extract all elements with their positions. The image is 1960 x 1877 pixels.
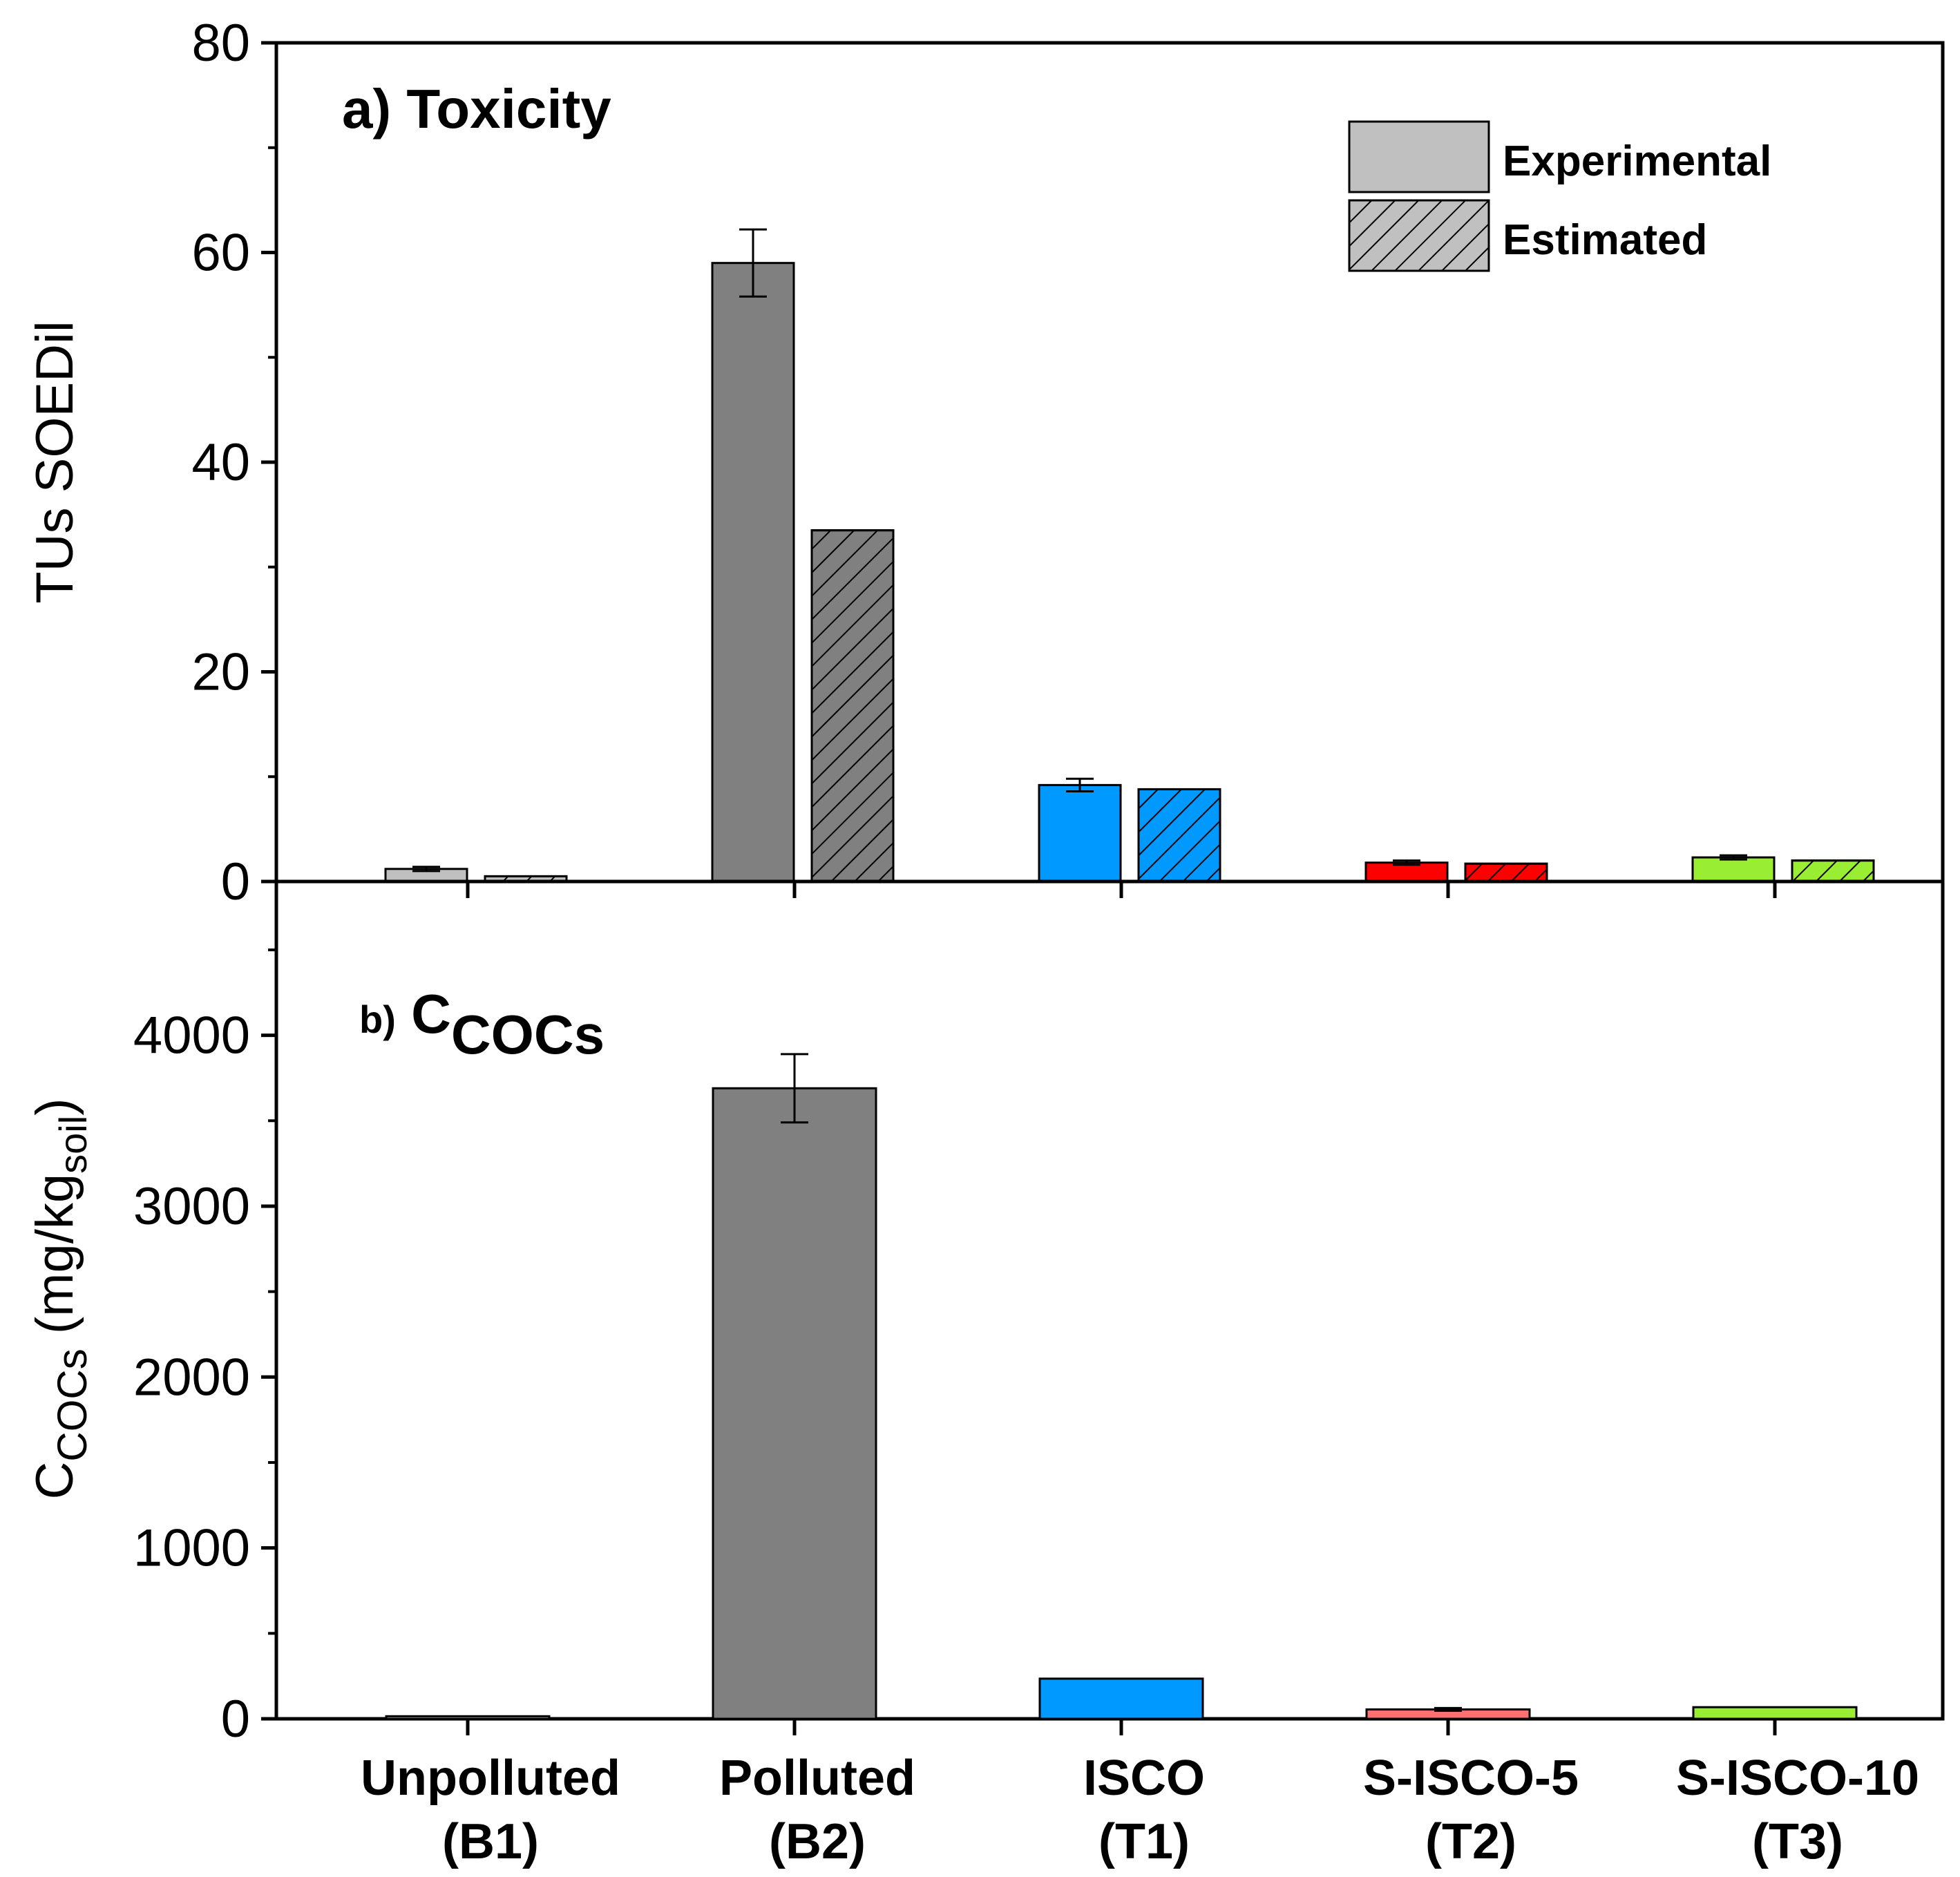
y-tick-label: 3000 bbox=[133, 1177, 250, 1236]
bar-a-estimated-polluted-hatch bbox=[810, 529, 895, 883]
y-tick-label: 0 bbox=[221, 1690, 250, 1749]
bar-a-experimental-isco bbox=[1038, 783, 1122, 883]
y-tick-label: 0 bbox=[221, 852, 250, 911]
legend-swatch-experimental bbox=[1348, 120, 1490, 193]
y-tick-label: 4000 bbox=[133, 1007, 250, 1065]
y-tick-label: 40 bbox=[191, 433, 250, 492]
bar-a-experimental-polluted bbox=[711, 262, 795, 883]
x-category-label: Polluted bbox=[719, 1751, 915, 1806]
y-tick-label: 80 bbox=[191, 14, 250, 73]
y-tick-label: 2000 bbox=[133, 1348, 250, 1407]
bar-a-experimental-s-isco-10 bbox=[1691, 856, 1776, 883]
y-tick-label: 60 bbox=[191, 224, 250, 283]
x-category-label: Unpolluted bbox=[361, 1751, 620, 1806]
panel-b-ccocs: 0 1000 2000 3000 4000 b) CCOCs CCOCs (mg/kgs… bbox=[26, 879, 1945, 1749]
panel-a-toxicity: 0 20 40 60 80 a) Toxicity TUs SOEDil Experim… bbox=[26, 14, 1945, 911]
panel-b-y-ticks: 0 1000 2000 3000 4000 bbox=[133, 948, 276, 1749]
panel-a-y-ticks: 0 20 40 60 80 bbox=[191, 14, 276, 911]
legend: Experimental Estimated bbox=[1348, 120, 1771, 272]
panel-a-y-axis-title: TUs SOEDil bbox=[26, 321, 84, 604]
x-axis: Unpolluted (B1) Polluted (B2) ISCO (T1) S-ISCO… bbox=[361, 882, 1919, 1869]
y-tick-label: 1000 bbox=[133, 1519, 250, 1578]
bar-a-estimated-s-isco-10-hatch bbox=[1791, 859, 1875, 883]
bar-a-estimated-isco-hatch bbox=[1137, 788, 1221, 883]
legend-label-experimental: Experimental bbox=[1503, 137, 1771, 185]
panel-b-bars bbox=[385, 1053, 1858, 1720]
bar-b-experimental-unpolluted bbox=[385, 1715, 551, 1720]
x-category-label: ISCO bbox=[1083, 1751, 1205, 1806]
bar-a-estimated-s-isco-5-hatch bbox=[1464, 862, 1548, 883]
x-category-label: S-ISCO-5 bbox=[1363, 1751, 1579, 1806]
x-category-label: S-ISCO-10 bbox=[1676, 1751, 1919, 1806]
x-category-sublabel: (T1) bbox=[1098, 1814, 1190, 1869]
bar-b-experimental-polluted bbox=[712, 1087, 877, 1720]
x-category-sublabel: (B2) bbox=[769, 1814, 866, 1869]
y-tick-label: 20 bbox=[191, 643, 250, 702]
legend-label-estimated: Estimated bbox=[1503, 216, 1707, 264]
x-category-sublabel: (B1) bbox=[442, 1814, 539, 1869]
bar-b-experimental-isco bbox=[1038, 1677, 1204, 1720]
panel-a-bars bbox=[384, 228, 1875, 883]
x-category-sublabel: (T2) bbox=[1425, 1814, 1516, 1869]
x-category-sublabel: (T3) bbox=[1752, 1814, 1843, 1869]
legend-swatch-estimated bbox=[1348, 199, 1490, 272]
bar-b-experimental-s-isco-10 bbox=[1692, 1706, 1858, 1720]
panel-a-title: a) Toxicity bbox=[342, 78, 611, 140]
panel-b-y-axis-title: CCOCs (mg/kgsoil) bbox=[26, 1098, 95, 1500]
panel-b-title: b) CCOCs bbox=[359, 983, 605, 1065]
